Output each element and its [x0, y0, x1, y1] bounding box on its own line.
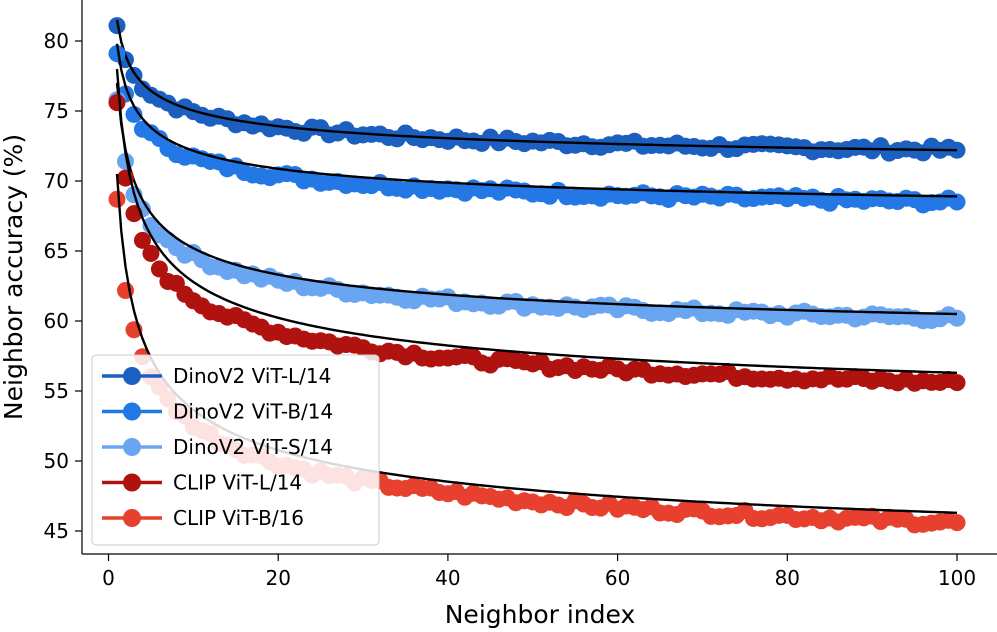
legend-label: CLIP ViT-L/14	[173, 471, 302, 495]
legend-marker	[123, 367, 141, 385]
data-point	[108, 94, 126, 112]
data-point	[948, 374, 966, 392]
data-point	[948, 193, 966, 211]
y-tick-label: 60	[44, 309, 69, 333]
data-point	[150, 260, 168, 278]
legend-entry: DinoV2 ViT-L/14	[102, 364, 331, 388]
fit-line	[115, 19, 958, 152]
legend-entry: DinoV2 ViT-B/14	[102, 400, 333, 424]
data-point	[108, 190, 126, 208]
y-tick-label: 50	[44, 449, 69, 473]
legend-label: DinoV2 ViT-S/14	[173, 435, 333, 459]
fit-line	[115, 43, 958, 198]
data-point	[948, 514, 966, 532]
plot-area	[108, 17, 966, 534]
series-2	[108, 82, 966, 330]
x-tick-label: 40	[435, 566, 460, 590]
y-tick-label: 80	[44, 29, 69, 53]
y-tick-label: 55	[44, 379, 69, 403]
y-tick-label: 65	[44, 239, 69, 263]
x-tick-label: 80	[775, 566, 800, 590]
legend-marker	[123, 402, 141, 421]
legend-marker	[123, 509, 141, 527]
y-tick-label: 70	[44, 169, 69, 193]
fit-line	[115, 82, 958, 316]
data-point	[108, 45, 126, 63]
x-tick-label: 20	[265, 566, 290, 590]
data-point	[125, 105, 143, 123]
y-axis-label: Neighbor accuracy (%)	[0, 134, 28, 420]
legend-box	[91, 354, 380, 546]
series-3	[108, 68, 966, 392]
fit-line	[115, 68, 958, 374]
x-tick-label: 60	[605, 566, 630, 590]
series-1	[108, 43, 966, 214]
axes	[81, 0, 997, 555]
legend-label: CLIP ViT-B/16	[173, 506, 304, 530]
ticks: 0 20 40 60 80 100 45 50 55 60 65 70 75 80	[44, 29, 977, 590]
legend-entry: CLIP ViT-B/16	[102, 506, 304, 530]
legend: DinoV2 ViT-L/14 DinoV2 ViT-B/14 DinoV2 ViT…	[91, 354, 380, 546]
y-tick-label: 45	[44, 519, 69, 543]
legend-entry: DinoV2 ViT-S/14	[102, 435, 333, 459]
legend-entry: CLIP ViT-L/14	[102, 471, 302, 495]
x-axis-label: Neighbor index	[445, 600, 636, 629]
legend-marker	[123, 473, 141, 492]
x-tick-label: 100	[938, 566, 976, 590]
legend-label: DinoV2 ViT-B/14	[173, 400, 333, 424]
data-point	[948, 309, 966, 327]
data-point	[142, 244, 160, 262]
legend-marker	[123, 438, 141, 456]
y-tick-label: 75	[44, 99, 69, 123]
series-0	[108, 17, 966, 162]
data-point	[133, 231, 151, 249]
legend-label: DinoV2 ViT-L/14	[173, 364, 331, 388]
x-tick-label: 0	[102, 566, 115, 590]
